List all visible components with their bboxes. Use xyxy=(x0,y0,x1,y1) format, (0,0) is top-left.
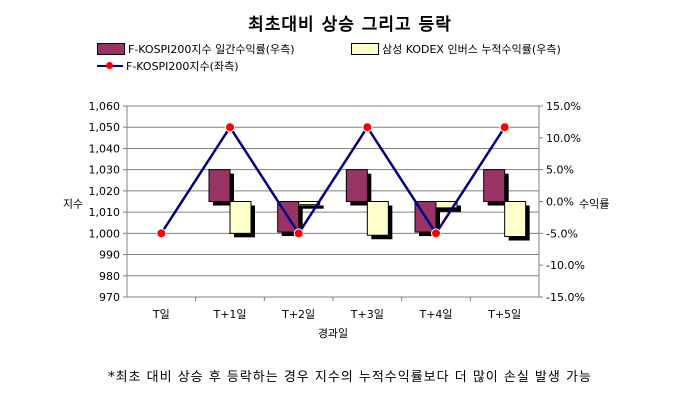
y-left-tick-label: 1,060 xyxy=(89,100,121,113)
legend-swatch-inverse-return xyxy=(351,43,379,55)
y-right-tick-label: 10.0% xyxy=(546,132,581,145)
y-left-tick-label: 1,020 xyxy=(89,185,121,198)
index-point xyxy=(156,228,167,239)
x-tick-label: T+3일 xyxy=(350,307,384,321)
y-left-tick-label: 970 xyxy=(99,291,120,304)
y-left-tick-label: 1,050 xyxy=(89,121,121,134)
y-right-tick-label: 0.0% xyxy=(546,196,574,209)
y-right-tick-label: 5.0% xyxy=(546,164,574,177)
legend-swatch-index xyxy=(97,60,123,72)
x-axis-label: 경과일 xyxy=(318,326,348,340)
y-right-axis-label: 수익률 xyxy=(579,198,609,211)
x-tick-label: T+1일 xyxy=(212,307,246,321)
legend-item-inverse-return: 삼성 KODEX 인버스 누적수익률(우측) xyxy=(351,41,561,57)
y-right-tick-label: -5.0% xyxy=(546,227,578,240)
bar-inverse-return xyxy=(229,201,252,234)
plot-area xyxy=(126,105,540,298)
y-left-tick-label: 1,030 xyxy=(89,164,121,177)
index-point xyxy=(499,122,510,133)
bar-daily-return xyxy=(345,169,368,203)
index-point xyxy=(362,122,373,133)
y-left-tick-label: 1,040 xyxy=(89,142,121,155)
legend-item-index: F-KOSPI200지수(좌측) xyxy=(97,58,239,74)
y-left-tick-label: 1,010 xyxy=(89,206,121,219)
x-tick-label: T일 xyxy=(152,307,170,321)
bar-daily-return xyxy=(208,169,231,203)
chart-footnote: *최초 대비 상승 후 등락하는 경우 지수의 누적수익률보다 더 많이 손실 … xyxy=(108,370,592,385)
index-point xyxy=(293,228,304,239)
legend-swatch-daily-return xyxy=(97,43,125,55)
legend-label-index: F-KOSPI200지수(좌측) xyxy=(126,60,239,73)
y-left-axis-label: 지수 xyxy=(63,198,83,211)
y-right-tick-label: -10.0% xyxy=(546,259,585,272)
bar-daily-return xyxy=(483,169,506,203)
bar-inverse-return xyxy=(366,201,389,236)
x-tick-label: T+5일 xyxy=(487,307,521,321)
bar-inverse-return xyxy=(504,201,527,238)
bar-inverse-return xyxy=(435,201,458,209)
y-right-tick-label: -15.0% xyxy=(546,291,585,304)
index-point xyxy=(431,228,441,239)
y-left-tick-label: 990 xyxy=(99,249,120,262)
y-left-tick-label: 980 xyxy=(99,270,120,283)
legend-label-inverse-return: 삼성 KODEX 인버스 누적수익률(우측) xyxy=(382,43,561,56)
chart-title: 최초대비 상승 그리고 등락 xyxy=(248,15,452,35)
y-right-tick-label: 15.0% xyxy=(546,100,581,113)
bar-inverse-return-shadow xyxy=(302,205,324,209)
legend-item-daily-return: F-KOSPI200지수 일간수익률(우측) xyxy=(97,41,295,57)
index-line xyxy=(160,124,506,236)
x-tick-label: T+4일 xyxy=(418,307,452,321)
x-tick-label: T+2일 xyxy=(281,307,315,321)
y-left-tick-label: 1,000 xyxy=(89,227,121,240)
index-point xyxy=(225,122,235,133)
legend-label-daily-return: F-KOSPI200지수 일간수익률(우측) xyxy=(128,43,295,56)
